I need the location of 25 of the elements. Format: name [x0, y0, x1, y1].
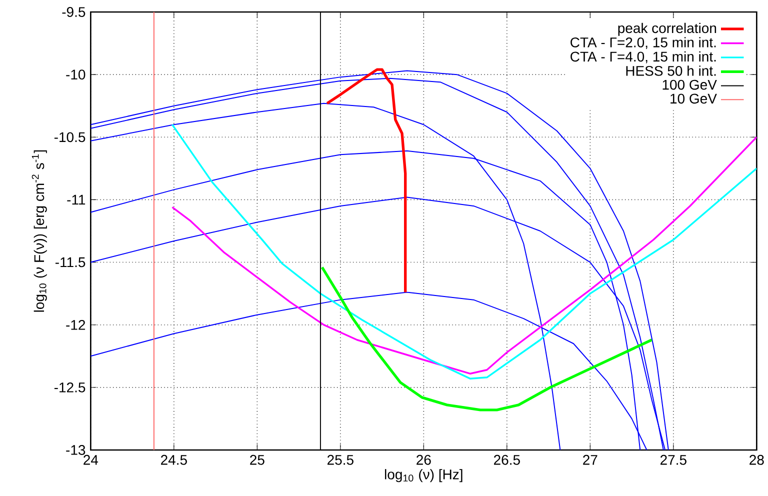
x-tick-label: 25: [250, 454, 264, 465]
x-tick-label: 28: [750, 454, 764, 465]
x-tick-label: 24: [84, 454, 98, 465]
x-tick-label: 26.5: [494, 454, 520, 465]
x-tick-label: 25.5: [328, 454, 354, 465]
legend-label: HESS 50 h int.: [626, 66, 716, 76]
y-tick-label: -12: [66, 320, 86, 330]
y-tick-label: -12.5: [54, 382, 86, 392]
legend-label: 10 GeV: [670, 94, 717, 104]
y-tick-label: -9.5: [62, 7, 86, 17]
y-tick-label: -10: [66, 70, 86, 80]
legend-label: peak correlation: [618, 22, 716, 36]
y-axis-title: log$_{10}$ (ν F(ν)) [erg cm$^{-2}$ s$^{-1}$]: [32, 150, 47, 312]
y-tick-label: -11.5: [56, 257, 86, 268]
legend-label: CTA - Γ=4.0, 15 min int.: [570, 51, 716, 64]
x-tick-label: 27.5: [660, 454, 686, 465]
y-tick-label: -10.5: [54, 132, 86, 142]
x-axis-title: log$_{10}$ (ν) [Hz]: [384, 469, 462, 482]
legend-label: CTA - Γ=2.0, 15 min int.: [570, 37, 716, 50]
x-tick-label: 26: [416, 454, 431, 465]
y-tick-label: -11: [67, 194, 86, 205]
x-tick-label: 27: [583, 454, 598, 465]
legend-label: 100 GeV: [662, 80, 717, 90]
y-tick-label: -13: [66, 445, 86, 455]
x-tick-label: 24.5: [161, 454, 187, 465]
